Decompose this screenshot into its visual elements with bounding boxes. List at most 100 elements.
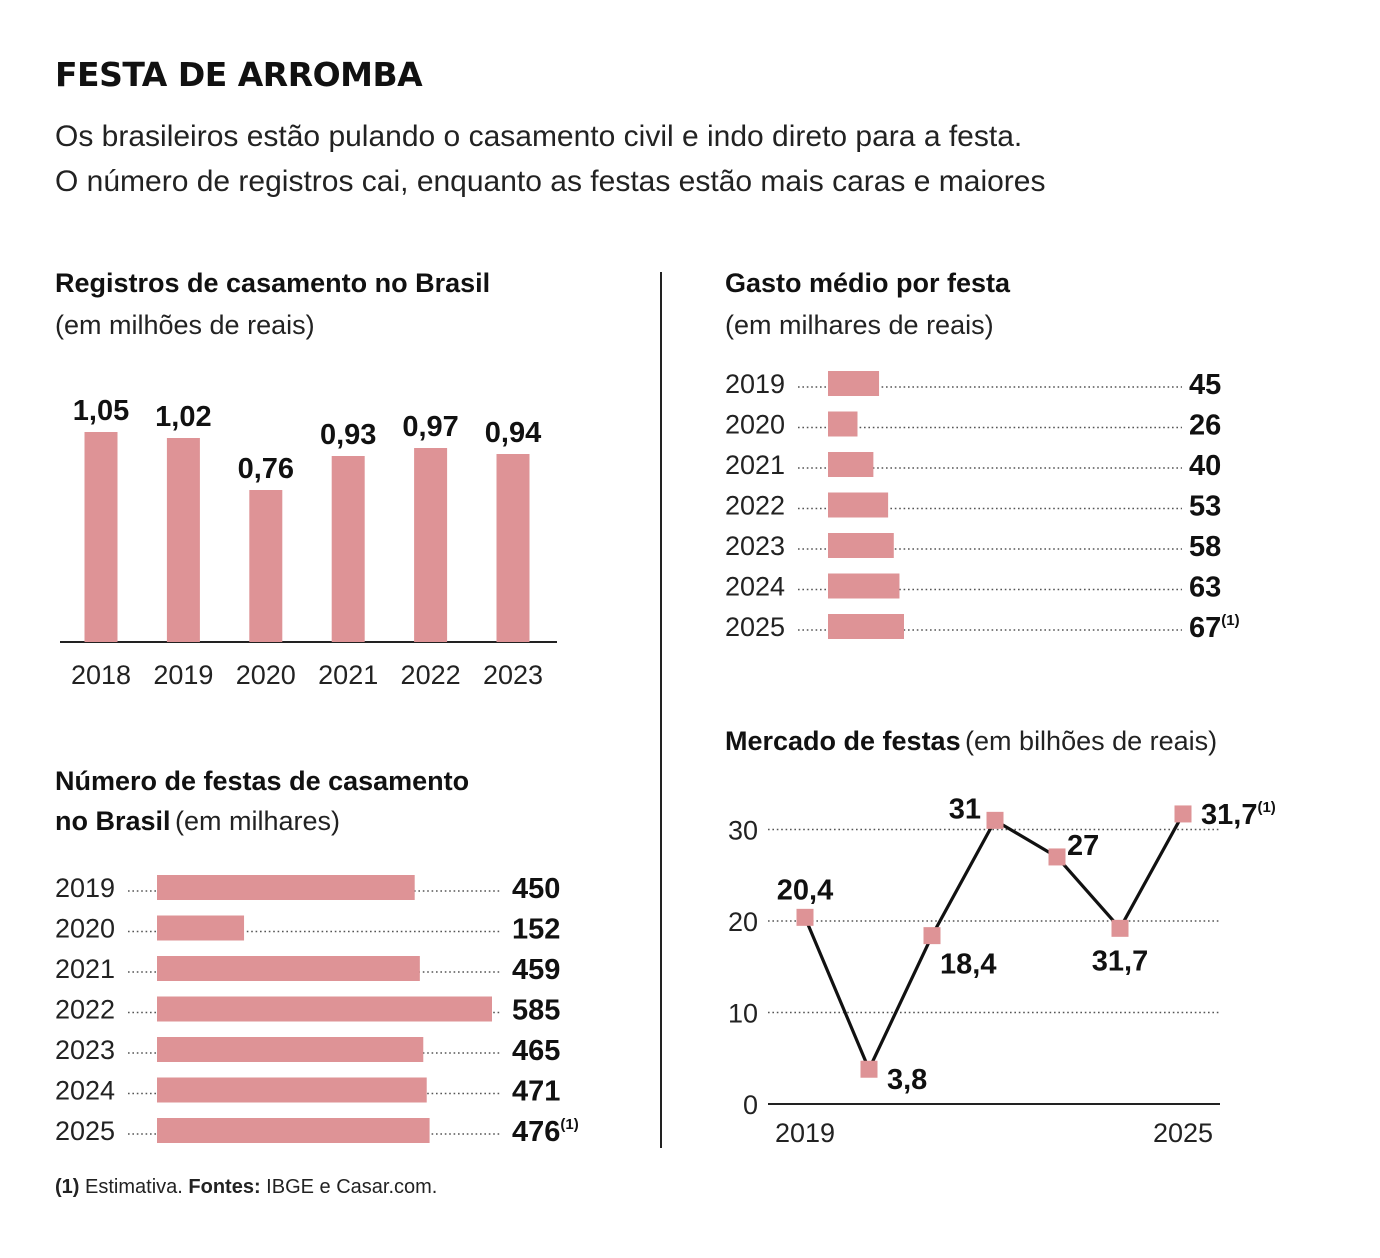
mercado-y-tick-label: 0 xyxy=(743,1090,758,1120)
festas-value-label: 585 xyxy=(512,995,560,1027)
footnote-marker: (1) xyxy=(55,1176,80,1198)
registros-bar xyxy=(331,456,365,642)
registros-value-label: 0,94 xyxy=(485,417,541,449)
mercado-x-tick-label: 2025 xyxy=(1153,1118,1213,1148)
festas-bar xyxy=(157,875,415,900)
registros-tick-label: 2022 xyxy=(401,660,461,690)
gasto-value-label: 53 xyxy=(1189,491,1221,523)
gasto-bar xyxy=(828,411,858,437)
mercado-series-line xyxy=(803,813,1185,1071)
footnote-estimate: Estimativa. xyxy=(85,1176,183,1198)
mercado-value-label: 27 xyxy=(1067,830,1099,862)
festas-tick-label: 2022 xyxy=(55,995,115,1025)
mercado-chart: 0 10 20 30 2019 2025 20,4 3,8 18,4 31 27 31,7 31,7(1… xyxy=(728,793,1276,1148)
gasto-tick-label: 2019 xyxy=(725,369,785,399)
registros-value-label: 0,93 xyxy=(320,419,376,451)
mercado-x-tick-label: 2019 xyxy=(775,1118,835,1148)
gasto-value-label: 26 xyxy=(1189,410,1221,442)
gasto-value-label: 58 xyxy=(1189,531,1221,563)
festas-bar xyxy=(157,996,492,1022)
festas-tick-label: 2025 xyxy=(55,1116,115,1146)
mercado-point xyxy=(1048,848,1066,866)
footnote-sources-label: Fontes: xyxy=(188,1176,261,1198)
gasto-tick-label: 2025 xyxy=(725,612,785,642)
gasto-value-label: 40 xyxy=(1189,450,1221,482)
mercado-value-label: 18,4 xyxy=(940,949,996,981)
registros-bar xyxy=(84,432,118,642)
gasto-title: Gasto médio por festa xyxy=(725,268,1011,298)
festas-bar xyxy=(157,1037,424,1062)
mercado-point xyxy=(1111,919,1129,937)
registros-subtitle: (em milhões de reais) xyxy=(55,310,315,340)
festas-value-label: 459 xyxy=(512,954,560,986)
mercado-value-label: 31,7(1) xyxy=(1201,799,1276,831)
subtitle-line-1: Os brasileiros estão pulando o casamento… xyxy=(55,120,1023,153)
registros-tick-label: 2020 xyxy=(236,660,296,690)
registros-tick-label: 2018 xyxy=(71,660,131,690)
gasto-tick-label: 2023 xyxy=(725,531,785,561)
registros-bar xyxy=(496,454,530,642)
footnote-sources: IBGE e Casar.com. xyxy=(266,1176,438,1198)
mercado-title: Mercado de festas xyxy=(725,726,961,756)
festas-title-line-1: Número de festas de casamento xyxy=(55,766,470,796)
mercado-value-label: 31,7 xyxy=(1092,945,1148,977)
gasto-bar xyxy=(828,492,889,518)
registros-value-label: 1,05 xyxy=(73,395,129,427)
festas-value-label: 152 xyxy=(512,914,560,946)
gasto-tick-label: 2022 xyxy=(725,491,785,521)
festas-bar xyxy=(157,915,245,941)
festas-value-label: 471 xyxy=(512,1076,560,1108)
gasto-tick-label: 2020 xyxy=(725,410,785,440)
registros-value-label: 0,97 xyxy=(402,411,458,443)
gasto-bar xyxy=(828,614,904,639)
registros-bar xyxy=(249,490,283,642)
mercado-point xyxy=(796,908,814,926)
festas-tick-label: 2019 xyxy=(55,873,115,903)
mercado-title-wrap: Mercado de festas (em bilhões de reais) xyxy=(725,726,1217,757)
festas-value-label: 450 xyxy=(512,873,560,905)
festas-title-line-2: no Brasil xyxy=(55,806,171,836)
subtitle-line-2: O número de registros cai, enquanto as f… xyxy=(55,165,1046,198)
gasto-bar xyxy=(828,371,880,396)
registros-title: Registros de casamento no Brasil xyxy=(55,268,491,298)
gasto-subtitle: (em milhares de reais) xyxy=(725,310,994,340)
gasto-value-label: 63 xyxy=(1189,572,1221,604)
mercado-y-tick-label: 20 xyxy=(728,907,758,937)
festas-tick-label: 2024 xyxy=(55,1076,115,1106)
mercado-y-tick-label: 30 xyxy=(728,816,758,846)
registros-value-label: 0,76 xyxy=(238,453,294,485)
registros-bar xyxy=(166,438,200,642)
gasto-value-label: 45 xyxy=(1189,369,1221,401)
gasto-bar xyxy=(828,452,874,477)
festas-value-label: 476(1) xyxy=(512,1116,579,1148)
festas-title-line-2-wrap: no Brasil (em milhares) xyxy=(55,806,340,837)
gasto-tick-label: 2024 xyxy=(725,572,785,602)
festas-tick-label: 2021 xyxy=(55,954,115,984)
festas-bar xyxy=(157,1077,427,1103)
registros-tick-label: 2023 xyxy=(483,660,543,690)
festas-value-label: 465 xyxy=(512,1035,560,1067)
gasto-bar xyxy=(828,533,894,558)
registros-chart: 1,05 2018 1,02 2019 0,76 2020 0,93 2021 0,97 2022… xyxy=(60,395,557,690)
festas-chart: 2019 450 2020 152 2021 459 2022 585 2023 465 2024 4… xyxy=(55,873,579,1148)
mercado-point xyxy=(986,811,1004,829)
festas-subtitle: (em milhares) xyxy=(174,806,341,836)
festas-bar xyxy=(157,956,420,981)
registros-tick-label: 2019 xyxy=(153,660,213,690)
registros-bar xyxy=(414,448,448,642)
mercado-y-tick-label: 10 xyxy=(728,999,758,1029)
page-title: FESTA DE ARROMBA xyxy=(55,55,423,94)
mercado-value-label: 20,4 xyxy=(777,874,833,906)
gasto-chart: 2019 45 2020 26 2021 40 2022 53 2023 58 2024 63 2025… xyxy=(725,369,1240,644)
mercado-value-label: 31 xyxy=(949,793,981,825)
column-divider xyxy=(660,272,662,1148)
registros-tick-label: 2021 xyxy=(318,660,378,690)
mercado-subtitle: (em bilhões de reais) xyxy=(965,726,1218,756)
gasto-bar xyxy=(828,573,900,599)
festas-tick-label: 2023 xyxy=(55,1035,115,1065)
gasto-tick-label: 2021 xyxy=(725,450,785,480)
festas-bar xyxy=(157,1118,430,1143)
mercado-point xyxy=(860,1060,878,1078)
